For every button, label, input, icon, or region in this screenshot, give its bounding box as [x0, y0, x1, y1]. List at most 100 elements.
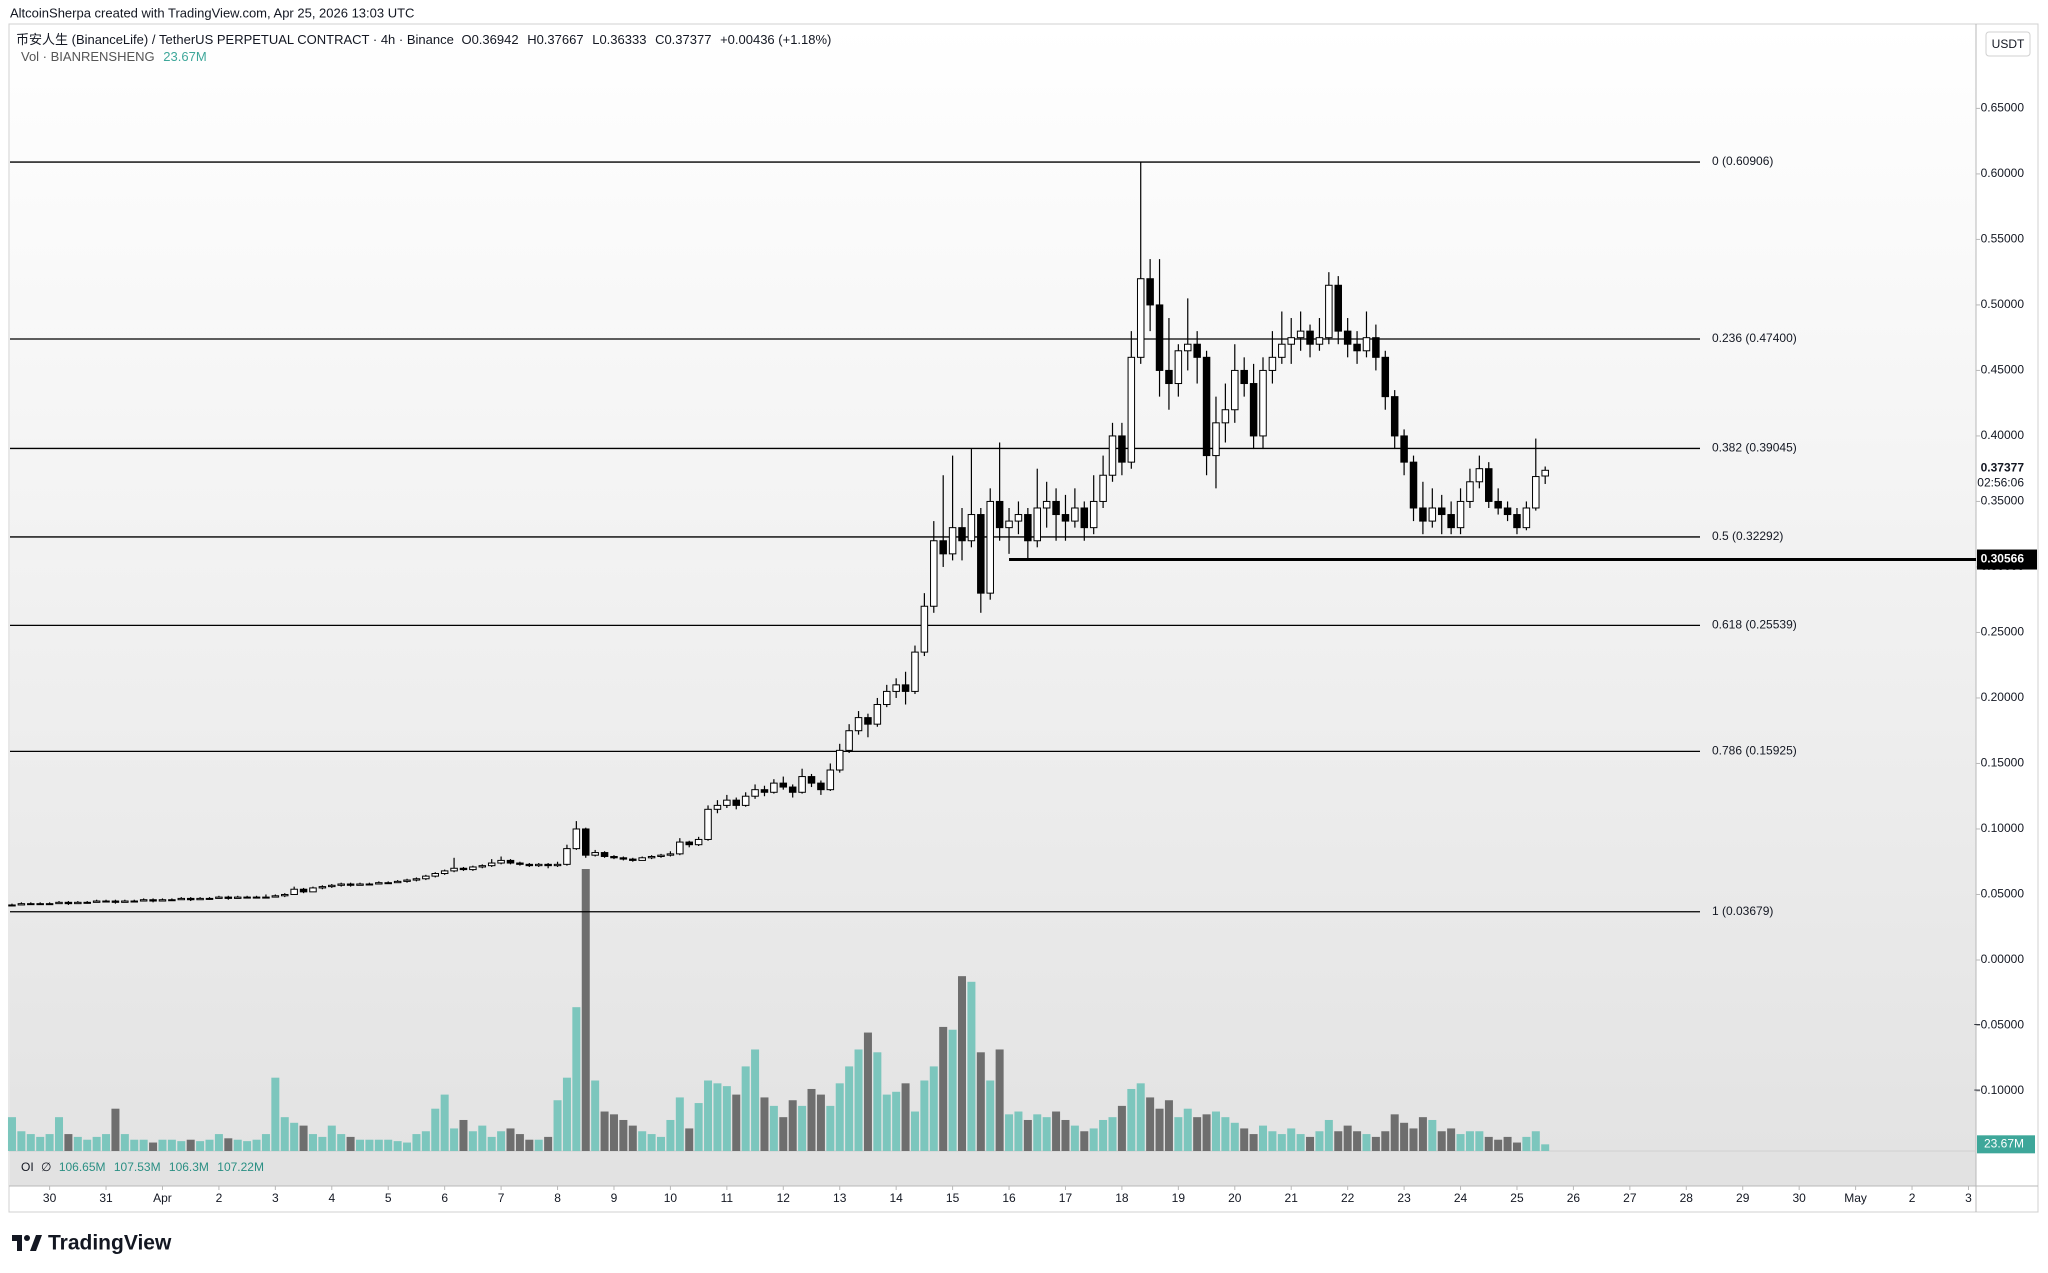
volume-bar [120, 1134, 129, 1151]
candle-body [591, 852, 599, 856]
change: +0.00436 (+1.18%) [720, 32, 831, 47]
volume-bar [214, 1134, 223, 1151]
candle-body [346, 883, 355, 886]
candle-body [1042, 500, 1051, 509]
volume-bar [1005, 1114, 1014, 1151]
volume-bar [83, 1139, 92, 1151]
x-tick-label: 9 [611, 1191, 618, 1205]
candle-body [873, 704, 882, 725]
y-tick-label: 0.25000 [1981, 625, 2025, 639]
volume-bar [205, 1139, 214, 1151]
volume-bar [1061, 1119, 1070, 1151]
candle-body [422, 875, 430, 880]
volume-bar [1541, 1144, 1550, 1151]
volume-bar [713, 1083, 722, 1151]
y-tick-label: 0.05000 [1981, 887, 2025, 901]
candle-body [459, 867, 468, 871]
candle-body [704, 808, 712, 840]
candle-body [723, 799, 731, 806]
x-tick-label: 28 [1680, 1191, 1694, 1205]
candle-body [290, 888, 298, 895]
symbol: 币安人生 (BinanceLife) / TetherUS PERPETUAL … [16, 32, 454, 47]
candle-body [666, 853, 675, 856]
price-line-label-box [1977, 549, 2037, 570]
candle-body [121, 900, 129, 903]
x-tick-label: 10 [664, 1191, 678, 1205]
volume-bar [910, 1111, 919, 1151]
currency-button[interactable] [1985, 31, 2031, 57]
candle-body [977, 514, 985, 594]
y-tick-label: 0.45000 [1981, 363, 2025, 377]
candle-body [1503, 507, 1512, 516]
volume-bar [1117, 1105, 1126, 1151]
volume-bar [478, 1125, 487, 1151]
volume-bar [741, 1066, 750, 1151]
x-tick-label: 29 [1736, 1191, 1750, 1205]
candle-body [892, 684, 900, 692]
oi-legend: OI ∅ 106.65M 107.53M 106.3M 107.22M [21, 1160, 264, 1174]
candle-body [168, 899, 176, 902]
ohlc-value: 0.37377 [664, 32, 711, 47]
candle-body [1532, 476, 1540, 509]
candle-body [17, 903, 26, 906]
candle-body [158, 899, 167, 902]
candle-body [1353, 343, 1361, 352]
candle-body [1343, 330, 1352, 345]
candle-body [845, 730, 853, 751]
volume-bar [102, 1134, 111, 1151]
volume-bar [1155, 1108, 1164, 1151]
volume-bar [1089, 1128, 1098, 1151]
volume-bar [7, 1117, 16, 1151]
volume-bar [421, 1131, 430, 1151]
candle-body [572, 828, 581, 850]
y-tick-label: 0.35000 [1981, 494, 2025, 508]
volume-bar [675, 1097, 684, 1151]
candle-body [1296, 330, 1305, 339]
last-price-label: 0.37377 [1981, 460, 2025, 474]
x-tick-label: 16 [1002, 1191, 1016, 1205]
candle-body [1080, 507, 1089, 529]
volume-bar [1127, 1088, 1136, 1151]
candle-body [600, 852, 609, 857]
chart-frame [8, 23, 2039, 1213]
candle-body [864, 717, 872, 725]
volume-bar [64, 1134, 73, 1151]
volume-bar [431, 1108, 440, 1151]
price-line-label: 0.30566 [1981, 552, 2025, 566]
volume-bar [760, 1097, 769, 1151]
volume-bar [958, 976, 967, 1151]
candle-body [1108, 435, 1117, 476]
logo-shape [17, 1235, 22, 1251]
currency[interactable]: USDT [1992, 37, 2025, 51]
volume-bar [1531, 1131, 1540, 1151]
volume-bar [327, 1125, 336, 1151]
x-tick-label: 15 [946, 1191, 960, 1205]
y-tick-label: −0.10000 [1974, 1083, 2025, 1097]
candle-body [1315, 337, 1324, 345]
volume-bar [1334, 1131, 1343, 1151]
volume-bar [1164, 1100, 1173, 1151]
volume-bar [1268, 1131, 1277, 1151]
ohlc-value: 0.36942 [472, 32, 519, 47]
candle-body [760, 789, 769, 793]
volume-bar [901, 1083, 910, 1151]
volume-bar [581, 869, 590, 1151]
volume-bar [995, 1049, 1004, 1151]
volume-bar [252, 1139, 261, 1151]
volume-bar [1277, 1134, 1286, 1151]
volume-bar [1070, 1125, 1079, 1151]
candle-body [1259, 369, 1267, 437]
volume-bar [1136, 1083, 1145, 1151]
y-tick-label: 0.50000 [1981, 297, 2025, 311]
volume-last-label: 23.67M [1984, 1136, 2024, 1150]
candle-body [1419, 507, 1427, 522]
candle-body [252, 896, 261, 899]
volume-bar [948, 1029, 957, 1151]
candle-body [883, 690, 891, 706]
candle-body [1390, 396, 1399, 437]
volume-bar [1522, 1136, 1531, 1151]
candle-body [1437, 507, 1446, 516]
oi-value: 107.53M [114, 1160, 161, 1174]
y-tick-label: 0.55000 [1981, 232, 2025, 246]
volume-bar [694, 1103, 703, 1151]
